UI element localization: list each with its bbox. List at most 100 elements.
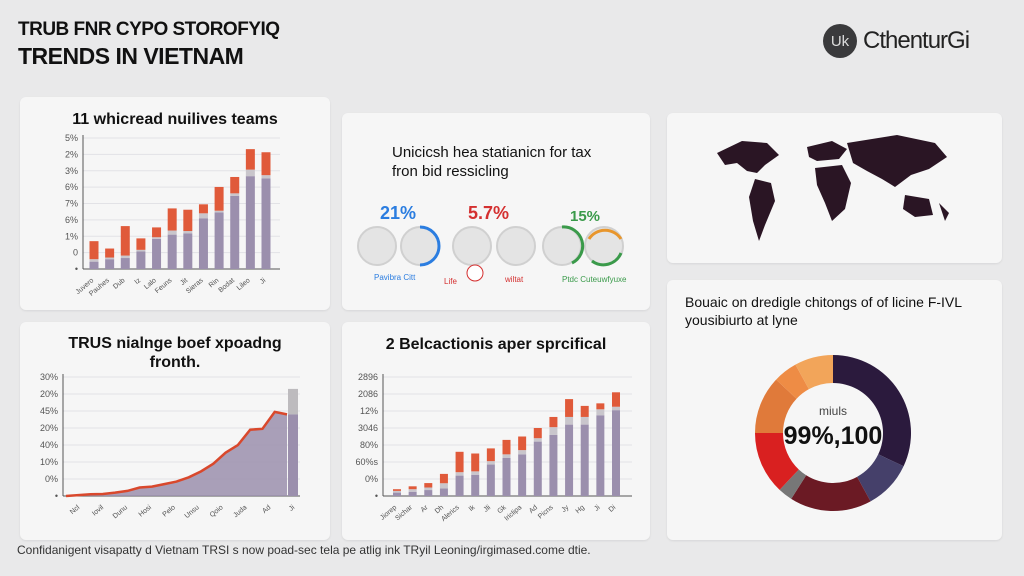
y-tick-label: 80%	[360, 440, 378, 450]
x-tick-label: Picns	[537, 504, 555, 521]
bar-segment-mid	[261, 175, 271, 179]
bar-segment-top	[455, 451, 464, 473]
y-tick-label: 10%	[40, 457, 58, 467]
gauge-arc	[419, 225, 441, 267]
x-tick-label: Ar	[420, 504, 430, 514]
bar-segment-base	[424, 490, 433, 496]
card-donut: Bouaic on dredigle chitongs of of licine…	[667, 280, 1002, 540]
card-bar-chart: 2 Belcactionis aper sprcifical • 0% 60%s 80…	[342, 322, 650, 540]
x-tick-label: Sieras	[185, 277, 205, 295]
x-tick-label: Ncl	[69, 504, 82, 516]
stat-value: 5.7%	[468, 203, 510, 223]
bar-segment-top	[486, 448, 495, 462]
y-tick-label: 5%	[65, 133, 78, 143]
y-tick-label: 2086	[358, 389, 378, 399]
bar-segment-base	[136, 251, 146, 269]
bar-segment-mid	[230, 193, 240, 196]
bar-segment-top	[502, 439, 511, 455]
bar-segment-base	[596, 415, 605, 496]
coin-icon	[452, 226, 492, 266]
stat-label: Pavibra Citt	[374, 273, 416, 282]
y-tick-label: 40%	[40, 440, 58, 450]
bar-segment-top	[89, 241, 99, 260]
bar-segment-top	[136, 238, 146, 250]
bar-segment-top	[471, 453, 480, 472]
bar-segment-top	[261, 152, 271, 176]
bar-segment-mid	[89, 259, 99, 262]
bar-segment-mid	[136, 249, 146, 252]
chart-title-line-2: fronth.	[149, 354, 201, 371]
title-line-1: TRUB FNR CYPO STOROFYIQ	[18, 19, 280, 40]
y-tick-label: 6%	[65, 215, 78, 225]
x-tick-label: Dub	[112, 277, 126, 291]
bar-segment-base	[89, 261, 99, 269]
bar-segment-top	[565, 399, 574, 417]
card-tax-stats: Unicicsh hea statianicn for tax fron bid…	[342, 113, 650, 310]
x-tick-label: Hg	[575, 504, 586, 515]
bar-segment-top	[580, 405, 589, 417]
donut-center-label: miuls	[818, 404, 847, 418]
y-tick-label: 3%	[65, 166, 78, 176]
x-tick-label: Unsu	[184, 504, 201, 520]
y-tick-label: 2896	[358, 372, 378, 382]
bar-segment-top	[230, 176, 240, 194]
y-tick-label: •	[55, 491, 58, 501]
tax-title-line-1: Unicicsh hea statianicn for tax	[392, 144, 592, 161]
bar-segment-base	[580, 424, 589, 496]
bar-segment-top	[120, 226, 130, 256]
x-tick-label: Alerics	[440, 504, 461, 523]
bar-segment-mid	[486, 461, 495, 465]
donut-slice	[795, 355, 833, 390]
x-tick-label: Iz	[134, 277, 143, 286]
bar-segment-base	[393, 492, 401, 496]
bar-segment-top	[183, 209, 193, 232]
bar-segment-mid	[393, 490, 401, 493]
x-tick-label: Pelo	[162, 504, 177, 518]
bar-segment-base	[230, 195, 240, 269]
x-tick-label: Ad	[261, 504, 272, 515]
x-tick-label: Feuns	[154, 277, 174, 295]
bar-segment-mid	[198, 213, 208, 219]
x-tick-label: Ad	[528, 504, 539, 515]
bar-segment-mid	[518, 450, 527, 455]
stat-label: Life	[444, 277, 457, 286]
x-tick-label: Qoio	[209, 504, 225, 519]
footer-note: Confidanigent visapatty d Vietnam TRSI s…	[17, 543, 591, 557]
donut-title: Bouaic on dredigle chitongs of of licine…	[685, 293, 962, 329]
page-title: TRUB FNR CYPO STOROFYIQ TRENDS IN VIETNA…	[18, 16, 280, 70]
x-tick-label: Bodat	[217, 277, 236, 294]
bar-segment-base	[120, 258, 130, 269]
x-tick-label: Ji	[593, 504, 602, 513]
area-chart: • 0% 10% 40% 20% 45% 20% 30% Ncl Iovil Dunu Hosi Pel…	[40, 372, 300, 520]
x-tick-label: Lileo	[236, 277, 252, 292]
bar-segment-mid	[152, 237, 162, 239]
trend-line	[65, 410, 288, 498]
y-tick-label: 2%	[65, 149, 78, 159]
card-area-chart: TRUS nialnge boef xpoadng fronth. • 0% 10%…	[20, 322, 330, 540]
x-tick-label: Ji	[259, 277, 268, 286]
logo-mark-icon: Uk	[823, 24, 857, 58]
stat-label: wiltat	[505, 275, 524, 284]
y-tick-label: 1%	[65, 231, 78, 241]
donut-slice	[755, 379, 797, 433]
bar-segment-base	[455, 475, 464, 496]
gauge-icons	[357, 225, 624, 282]
x-tick-label: Hosi	[138, 504, 154, 519]
x-tick-label: Jli	[483, 504, 493, 514]
coin-icon	[357, 226, 397, 266]
world-map-icon	[717, 135, 949, 241]
bar-segment-base	[105, 259, 115, 269]
bar-segment-top	[612, 392, 620, 407]
chart-title: TRUS nialnge boef xpoadng fronth.	[20, 334, 330, 372]
bar-segment-top	[198, 204, 208, 214]
bar-segment-top	[105, 248, 115, 258]
bar-segment-top	[245, 149, 255, 170]
y-tick-label: 7%	[65, 199, 78, 209]
y-tick-label: 60%s	[355, 457, 378, 467]
bar-segment-base	[408, 491, 417, 496]
y-tick-label: 0%	[45, 474, 58, 484]
bar-segment-mid	[612, 406, 620, 411]
bar-segment-top	[596, 403, 605, 410]
